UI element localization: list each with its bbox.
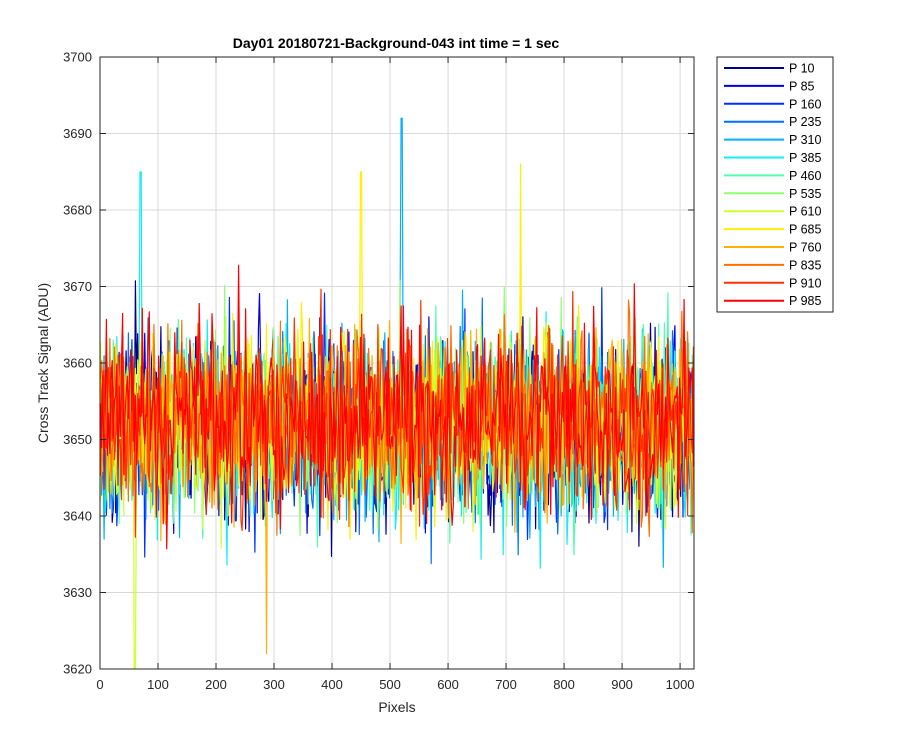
legend-box: [716, 56, 834, 313]
legend-entry: P 10: [724, 62, 815, 76]
legend-entry: P 535: [724, 187, 821, 201]
legend: P 10 P 85 P 160 P 235 P 310 P 385 P 460 P 535 P …: [716, 56, 834, 313]
plot-area: 0 100 200 300 400 500 600 700 800 900 1000 3620 363…: [63, 50, 694, 693]
x-axis-label: Pixels: [378, 699, 415, 715]
legend-entry: P 910: [724, 276, 821, 290]
legend-entry: P 610: [724, 205, 821, 219]
x-tick-label: 900: [611, 677, 633, 692]
legend-label: P 385: [789, 151, 821, 165]
x-tick-label: 700: [495, 677, 517, 692]
series-line-p985: [100, 264, 694, 550]
y-tick-label: 3680: [63, 203, 92, 218]
y-tick-label: 3650: [63, 432, 92, 447]
legend-label: P 910: [789, 276, 821, 290]
y-axis-ticks: 3620 3630 3640 3650 3660 3670 3680 3690 3700: [63, 50, 694, 677]
legend-entry: P 385: [724, 151, 821, 165]
x-tick-label: 200: [205, 677, 227, 692]
y-tick-label: 3690: [63, 126, 92, 141]
legend-entry: P 835: [724, 258, 821, 272]
x-tick-label: 600: [437, 677, 459, 692]
x-axis-ticks: 0 100 200 300 400 500 600 700 800 900 1000: [96, 57, 695, 692]
legend-entry: P 235: [724, 115, 821, 129]
legend-label: P 760: [789, 241, 821, 255]
legend-label: P 985: [789, 294, 821, 308]
legend-entry: P 760: [724, 241, 821, 255]
legend-label: P 460: [789, 169, 821, 183]
legend-entry: P 685: [724, 223, 821, 237]
legend-entry: P 310: [724, 133, 821, 147]
legend-entry: P 160: [724, 97, 821, 111]
legend-label: P 610: [789, 205, 821, 219]
y-tick-label: 3670: [63, 279, 92, 294]
x-tick-label: 100: [147, 677, 169, 692]
legend-label: P 235: [789, 115, 821, 129]
legend-label: P 535: [789, 187, 821, 201]
chart-title: Day01 20180721-Background-043 int time =…: [233, 35, 560, 51]
legend-label: P 160: [789, 97, 821, 111]
y-tick-label: 3620: [63, 662, 92, 677]
legend-label: P 685: [789, 223, 821, 237]
x-tick-label: 1000: [666, 677, 695, 692]
legend-entry: P 460: [724, 169, 821, 183]
legend-label: P 835: [789, 258, 821, 272]
legend-entry: P 85: [724, 79, 815, 93]
y-axis-label: Cross Track Signal (ADU): [35, 283, 51, 443]
y-tick-label: 3700: [63, 50, 92, 65]
x-tick-label: 500: [379, 677, 401, 692]
x-tick-label: 800: [553, 677, 575, 692]
legend-label: P 310: [789, 133, 821, 147]
y-tick-label: 3640: [63, 509, 92, 524]
y-tick-label: 3660: [63, 356, 92, 371]
x-tick-label: 0: [96, 677, 103, 692]
x-tick-label: 400: [321, 677, 343, 692]
x-tick-label: 300: [263, 677, 285, 692]
legend-label: P 85: [789, 79, 815, 93]
series-lines: [100, 117, 694, 670]
legend-entry: P 985: [724, 294, 821, 308]
legend-label: P 10: [789, 62, 815, 76]
y-tick-label: 3630: [63, 585, 92, 600]
